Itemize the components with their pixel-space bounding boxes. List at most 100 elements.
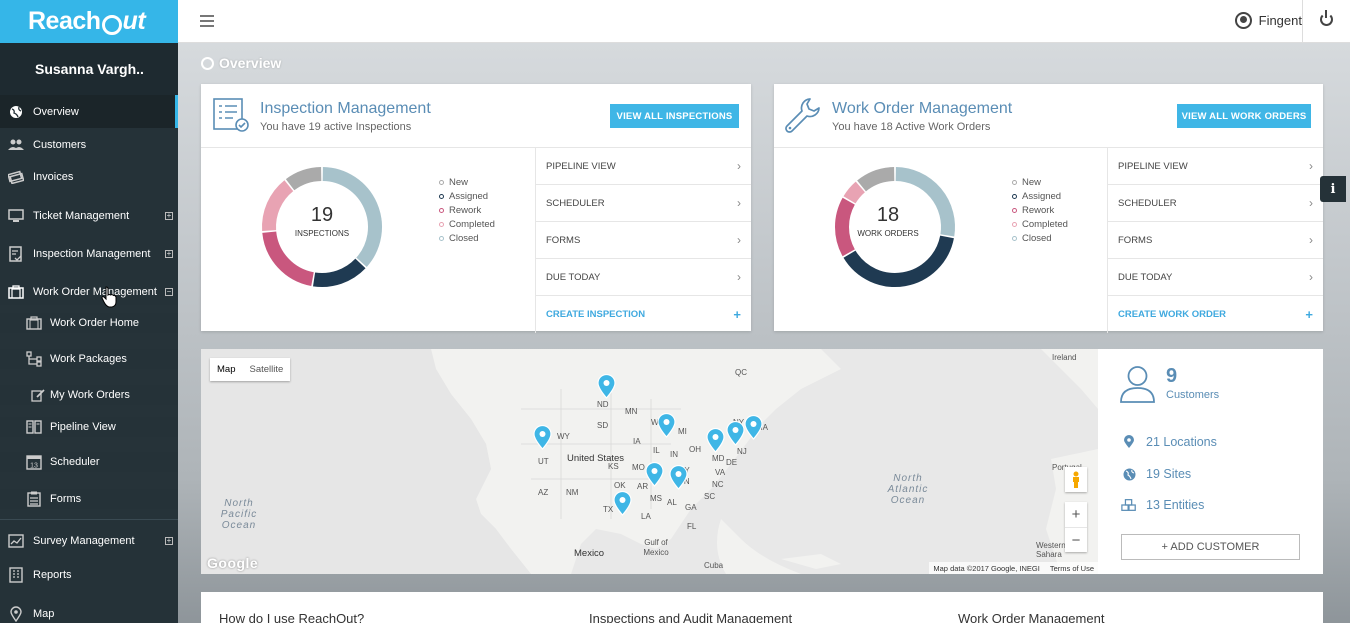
submenu-item-label: Work Order Home [50,317,140,329]
calendar-icon: 13 [26,454,42,470]
inspection-menu: PIPELINE VIEW › SCHEDULER › FORMS › DUE TOD… [535,148,751,333]
submenu-item-work-packages[interactable]: Work Packages [0,349,178,369]
google-logo: Google [207,555,259,571]
monitor-icon [8,208,24,224]
map-pin-icon[interactable] [533,425,552,450]
workorder-total-label: WORK ORDERS [857,229,919,238]
hamburger-menu-icon[interactable] [200,15,214,30]
donut-slice-completed [262,180,294,232]
menu-scheduler[interactable]: SCHEDULER › [1108,185,1323,222]
legend-item: New [439,175,495,189]
sidebar-item-inspection-management[interactable]: Inspection Management + [0,242,178,266]
sidebar-item-reports[interactable]: Reports [0,564,178,586]
chevron-right-icon: › [737,270,741,284]
map-label: MS [650,494,662,503]
street-view-pegman-icon[interactable] [1065,467,1087,492]
sidebar-item-label: Reports [33,569,72,581]
map-label: WI [651,418,661,427]
help-heading[interactable]: Inspections and Audit Management [589,611,793,623]
building-icon [8,567,24,583]
legend-item: Assigned [1012,189,1068,203]
checklist-icon [8,246,24,262]
menu-label: SCHEDULER [546,197,605,209]
menu-scheduler[interactable]: SCHEDULER › [536,185,751,222]
user-icon [1120,366,1155,403]
menu-label: CREATE WORK ORDER [1118,309,1227,320]
customer-map[interactable]: Map Satellite Ireland QC ND MN SD WI MI … [201,349,1098,574]
cubes-icon [1121,498,1137,512]
map-type-satellite-button[interactable]: Satellite [249,364,284,375]
zoom-out-button[interactable]: − [1065,527,1087,552]
sidebar-item-invoices[interactable]: Invoices [0,166,178,188]
map-pin-icon[interactable] [645,462,664,487]
expand-icon[interactable]: + [165,211,173,220]
topbar-separator [1302,0,1303,43]
menu-due-today[interactable]: DUE TODAY › [536,259,751,296]
menu-pipeline-view[interactable]: PIPELINE VIEW › [1108,148,1323,185]
create-inspection-button[interactable]: CREATE INSPECTION + [536,296,751,333]
map-label: DE [726,458,738,467]
map-pin-icon[interactable] [744,415,763,440]
locations-stat[interactable]: 21 Locations [1121,435,1217,449]
menu-pipeline-view[interactable]: PIPELINE VIEW › [536,148,751,185]
map-pin-icon[interactable] [669,465,688,490]
map-label: TX [603,505,614,514]
workorder-card: Work Order Management You have 18 Active… [774,84,1323,333]
map-pin-icon[interactable] [613,491,632,516]
user-name[interactable]: Susanna Vargh.. [0,43,178,95]
add-customer-button[interactable]: + ADD CUSTOMER [1121,534,1300,560]
menu-forms[interactable]: FORMS › [536,222,751,259]
help-heading[interactable]: How do I use ReachOut? [219,611,365,623]
menu-label: FORMS [546,234,581,246]
expand-icon[interactable]: + [165,536,173,545]
map-land-shapes [201,349,1098,574]
collapse-icon[interactable]: − [165,286,173,296]
app-logo[interactable]: Reach ut [0,0,178,43]
user-menu[interactable]: Fingent [1234,12,1302,29]
map-type-map-button[interactable]: Map [217,364,236,375]
legend-dot [1012,235,1017,241]
info-icon[interactable]: i [1320,176,1346,202]
legend-dot [439,207,444,213]
map-label: Ireland [1052,353,1077,362]
map-pin-icon[interactable] [706,428,725,453]
menu-label: DUE TODAY [546,271,601,283]
workorder-total: 18 [876,204,900,226]
logo-o-icon [101,14,122,35]
submenu-item-forms[interactable]: Forms [0,489,178,509]
entities-stat[interactable]: 13 Entities [1121,498,1204,512]
sidebar-item-map[interactable]: Map [0,603,178,623]
submenu-item-work-order-home[interactable]: Work Order Home [0,313,178,333]
donut-slice-assigned [843,235,954,287]
view-all-work-orders-button[interactable]: VIEW ALL WORK ORDERS [1177,104,1311,128]
chevron-right-icon: › [1309,233,1313,247]
submenu-item-pipeline-view[interactable]: Pipeline View [0,417,178,437]
help-heading[interactable]: Work Order Management [958,611,1105,623]
sidebar-item-survey-management[interactable]: Survey Management + [0,529,178,553]
map-pin-icon[interactable] [726,421,745,446]
power-icon[interactable] [1320,10,1333,26]
expand-icon[interactable]: + [165,249,173,258]
map-pin-icon[interactable] [657,413,676,438]
inspection-total-label: INSPECTIONS [294,229,350,238]
submenu-item-my-work-orders[interactable]: My Work Orders [0,385,178,405]
legend-item: Completed [439,217,495,231]
map-pin-icon[interactable] [597,374,616,399]
create-work-order-button[interactable]: CREATE WORK ORDER + [1108,296,1323,333]
sidebar-item-label: Ticket Management [33,210,130,222]
sidebar-item-work-order-management[interactable]: Work Order Management − [0,275,178,308]
legend-label: Rework [449,204,482,216]
sidebar-item-ticket-management[interactable]: Ticket Management + [0,204,178,228]
sidebar-item-overview[interactable]: Overview [0,95,178,128]
donut-slice-closed [895,167,955,237]
submenu-item-scheduler[interactable]: 13 Scheduler [0,452,178,472]
sidebar-item-customers[interactable]: Customers [0,134,178,156]
menu-forms[interactable]: FORMS › [1108,222,1323,259]
terms-of-use-link[interactable]: Terms of Use [1049,563,1094,573]
briefcase-icon [26,315,42,331]
sites-stat[interactable]: 19 Sites [1121,467,1191,481]
view-all-inspections-button[interactable]: VIEW ALL INSPECTIONS [610,104,739,128]
zoom-in-button[interactable]: + [1071,506,1081,523]
menu-due-today[interactable]: DUE TODAY › [1108,259,1323,296]
legend-dot [439,235,444,241]
